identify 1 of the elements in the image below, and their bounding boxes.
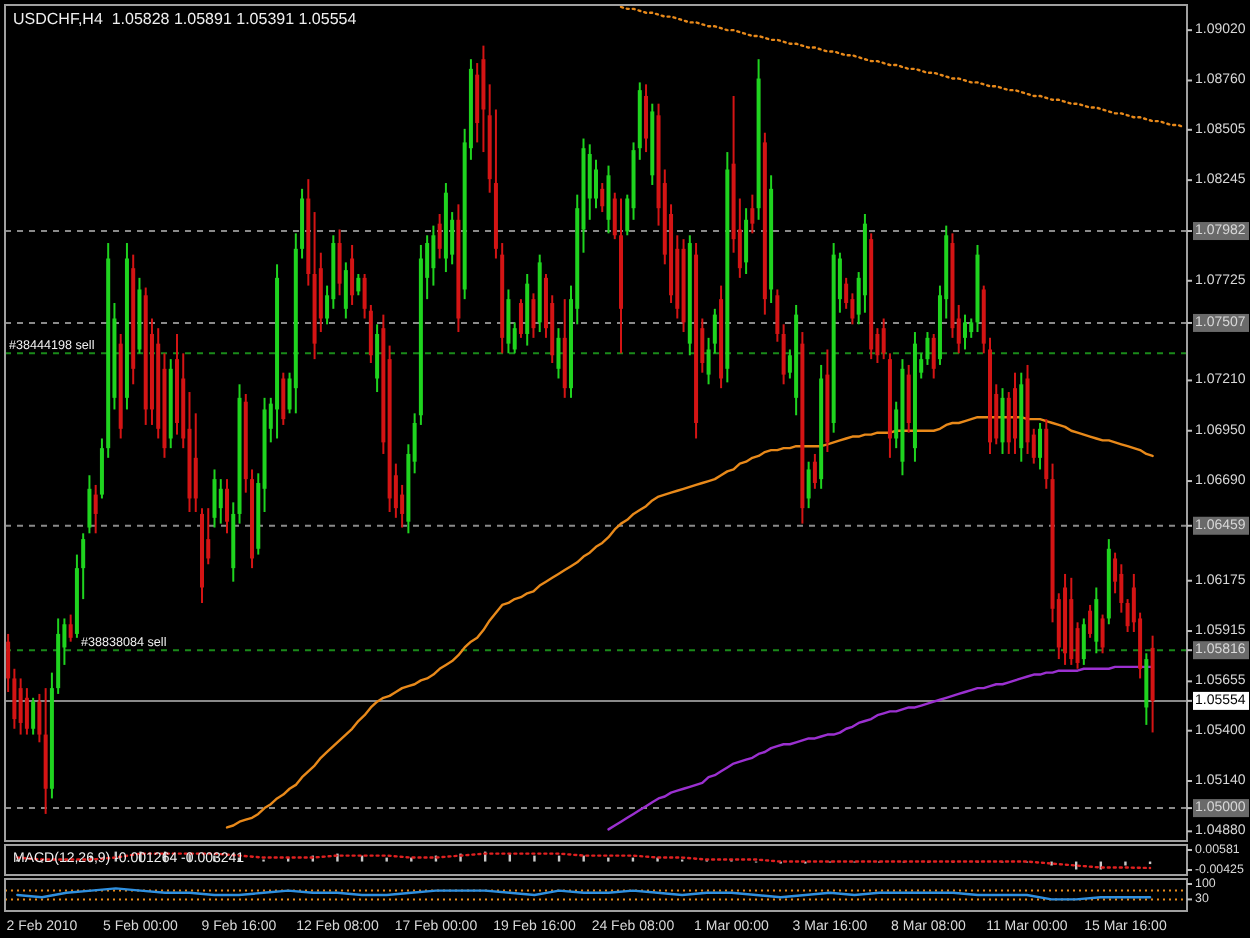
- chart-title: USDCHF,H4 1.05828 1.05891 1.05391 1.05554: [13, 10, 358, 28]
